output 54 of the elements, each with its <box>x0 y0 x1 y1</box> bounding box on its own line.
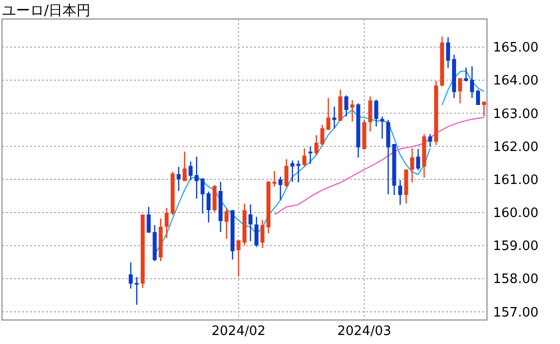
candlestick <box>302 148 306 168</box>
candlestick <box>194 156 199 200</box>
candlestick <box>458 78 462 104</box>
y-tick-label: 160.00 <box>493 206 538 222</box>
candlestick <box>200 178 205 214</box>
candlestick <box>332 106 336 129</box>
line-series <box>274 116 485 216</box>
candlestick <box>254 216 258 248</box>
candlestick <box>410 148 414 183</box>
y-tick-label: 161.00 <box>493 172 538 188</box>
candlestick <box>428 134 432 148</box>
x-tick-label: 2024/03 <box>337 324 392 339</box>
candlestick <box>128 262 133 290</box>
candlestick <box>176 166 181 192</box>
candlestick <box>308 146 312 164</box>
candlestick <box>260 220 264 248</box>
y-tick-label: 163.00 <box>493 106 538 122</box>
candlestick <box>164 207 169 239</box>
candlestick <box>188 160 193 181</box>
candlestick <box>350 99 354 122</box>
candlestick <box>476 89 480 106</box>
candlestick <box>278 176 282 201</box>
candlestick <box>464 67 468 82</box>
y-tick-label: 162.00 <box>493 140 538 155</box>
candlestick <box>482 101 486 118</box>
candlestick <box>314 134 318 156</box>
candlestick <box>272 170 276 188</box>
candlestick <box>284 158 288 188</box>
candlestick <box>398 179 402 206</box>
candlestick <box>146 206 151 234</box>
y-tick-label: 158.00 <box>493 272 538 288</box>
candlestick <box>248 204 252 242</box>
candlestick <box>470 66 474 99</box>
candlestick <box>374 99 378 128</box>
candlestick <box>182 151 187 182</box>
candlestick <box>134 276 139 306</box>
candlestick <box>224 208 229 240</box>
candlestick <box>236 240 241 277</box>
candlestick <box>290 160 294 182</box>
candlestick <box>380 116 384 140</box>
y-tick-label: 165.00 <box>493 40 538 56</box>
candlestick <box>320 124 324 146</box>
candlestick <box>326 97 330 130</box>
chart-title: ユーロ/日本円 <box>2 3 91 19</box>
candlestick <box>344 94 348 118</box>
x-tick-label: 2024/02 <box>212 324 266 339</box>
candlestick <box>368 96 372 132</box>
candlestick <box>446 36 450 69</box>
y-tick-label: 157.00 <box>493 305 538 320</box>
y-tick-label: 164.00 <box>493 74 538 89</box>
candlestick <box>296 160 300 183</box>
y-tick-label: 159.00 <box>493 239 538 254</box>
candlestick <box>206 191 211 224</box>
candlestick <box>416 148 420 171</box>
